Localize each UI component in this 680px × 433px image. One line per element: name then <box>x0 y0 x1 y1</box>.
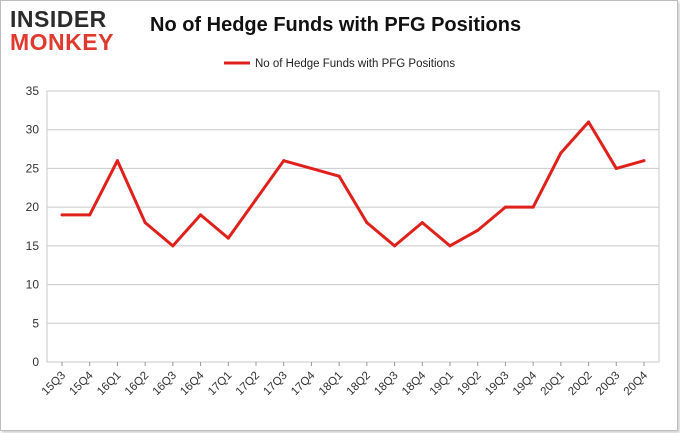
x-tick-label: 18Q1 <box>317 370 345 398</box>
y-tick-label: 10 <box>26 278 40 292</box>
y-tick-label: 35 <box>26 84 40 98</box>
chart-title: No of Hedge Funds with PFG Positions <box>150 14 522 36</box>
data-point <box>309 166 313 170</box>
data-point <box>420 221 424 225</box>
data-point <box>448 244 452 248</box>
x-tick-label: 19Q2 <box>455 370 483 398</box>
x-tick-label: 18Q2 <box>345 370 373 398</box>
data-point <box>642 159 646 163</box>
y-tick-label: 20 <box>26 200 40 214</box>
data-point <box>226 236 230 240</box>
logo-line2: MONKEY <box>10 29 114 55</box>
data-point <box>503 205 507 209</box>
x-tick-label: 16Q1 <box>95 370 123 398</box>
data-point <box>531 205 535 209</box>
data-point <box>614 166 618 170</box>
data-point <box>587 120 591 124</box>
plot-area <box>46 90 660 363</box>
data-point <box>143 221 147 225</box>
data-point <box>88 213 92 217</box>
data-point <box>393 244 397 248</box>
data-point <box>254 197 258 201</box>
x-tick-label: 20Q2 <box>566 370 594 398</box>
x-tick-label: 18Q4 <box>400 369 429 398</box>
data-point <box>115 159 119 163</box>
legend-label: No of Hedge Funds with PFG Positions <box>255 58 455 70</box>
x-tick-label: 19Q1 <box>428 370 456 398</box>
data-point <box>199 213 203 217</box>
x-tick-label: 16Q2 <box>123 370 151 398</box>
logo-line1: INSIDER <box>10 6 107 32</box>
x-tick-label: 16Q4 <box>178 369 207 398</box>
data-point <box>60 213 64 217</box>
x-tick-label: 20Q4 <box>622 369 651 398</box>
x-tick-label: 19Q3 <box>483 370 511 398</box>
x-tick-label: 17Q1 <box>206 370 234 398</box>
x-tick-label: 16Q3 <box>151 370 179 398</box>
data-point <box>476 228 480 232</box>
data-point <box>559 151 563 155</box>
x-tick-label: 20Q3 <box>594 370 622 398</box>
y-tick-label: 15 <box>26 239 40 253</box>
y-tick-label: 25 <box>26 161 40 175</box>
y-tick-label: 0 <box>32 355 39 369</box>
insider-monkey-logo: INSIDER MONKEY <box>10 8 128 54</box>
series-line <box>62 120 645 248</box>
x-tick-label: 17Q4 <box>289 369 318 398</box>
x-tick-label: 18Q3 <box>372 370 400 398</box>
x-tick-label: 20Q1 <box>539 370 567 398</box>
x-tick-label: 17Q3 <box>261 370 289 398</box>
y-tick-label: 30 <box>26 123 40 137</box>
x-tick-label: 19Q4 <box>511 369 540 398</box>
data-point <box>365 221 369 225</box>
data-point <box>171 244 175 248</box>
data-point <box>282 159 286 163</box>
x-tick-label: 15Q4 <box>67 369 96 398</box>
x-tick-label: 17Q2 <box>234 370 262 398</box>
y-tick-label: 5 <box>32 316 39 330</box>
data-point <box>337 174 341 178</box>
x-tick-label: 15Q3 <box>40 370 68 398</box>
